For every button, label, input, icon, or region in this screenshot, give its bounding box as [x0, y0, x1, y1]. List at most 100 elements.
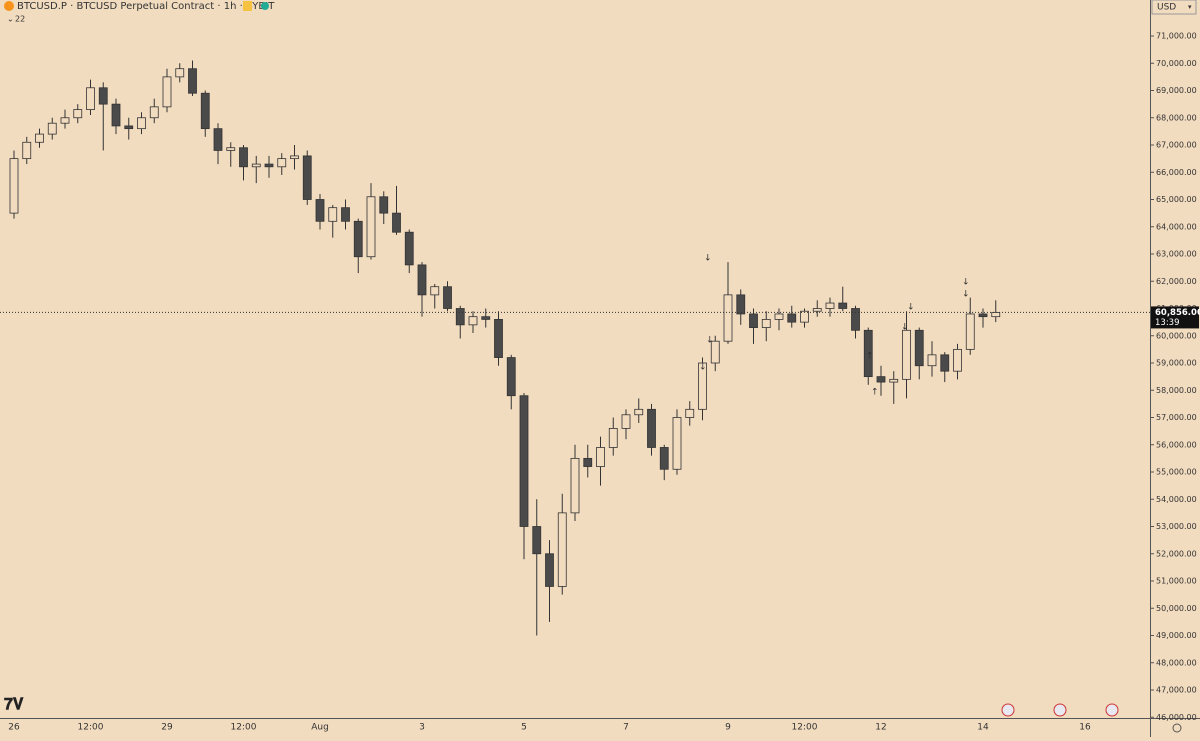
candle-body: [111, 103, 121, 127]
buy-arrow: ↑: [866, 352, 874, 362]
candle-body: [353, 220, 363, 258]
candle-body: [774, 313, 784, 320]
y-tick-label: 46,000.00: [1156, 713, 1197, 722]
y-tick-label: 68,000.00: [1156, 113, 1197, 122]
candle-body: [978, 313, 988, 318]
candle-body: [188, 68, 197, 94]
candle-body: [634, 408, 644, 416]
candle-body: [902, 329, 911, 380]
x-tick-label: 12:00: [78, 723, 104, 733]
candle-body: [800, 310, 809, 323]
last-price-label: 60,856.00: [1155, 308, 1200, 318]
candle-body: [889, 378, 899, 383]
candle-body: [404, 231, 414, 266]
candle-body: [532, 526, 542, 555]
candle-body: [953, 348, 962, 372]
currency-button[interactable]: [1151, 0, 1197, 15]
candle-body: [723, 294, 733, 342]
candle-body: [481, 316, 491, 320]
candle-body: [149, 106, 159, 119]
candle-body: [137, 117, 146, 130]
candle-body: [710, 340, 720, 364]
countdown: 13:39: [1155, 318, 1180, 328]
y-tick-label: 50,000.00: [1156, 604, 1197, 613]
y-tick-label: 48,000.00: [1156, 658, 1197, 667]
y-tick-label: 63,000.00: [1156, 250, 1197, 259]
status-dot: [261, 2, 269, 10]
candle-body: [838, 302, 848, 309]
candle-body: [519, 395, 529, 527]
symbol-icon: [4, 1, 14, 11]
y-tick-label: 47,000.00: [1156, 686, 1197, 695]
event-icon[interactable]: [1053, 703, 1067, 717]
candle-body: [213, 128, 223, 151]
x-tick-label: 12:00: [231, 723, 257, 733]
candle-body: [621, 414, 631, 429]
candle-body: [761, 318, 771, 328]
candle-body: [73, 109, 83, 119]
logo: 𝟕𝐕: [4, 695, 24, 714]
x-tick-label: 12: [875, 723, 886, 733]
signal-arrows: ↓ ↓ ↓ ↑ ↑ ↓ ↓ ↓ ↓: [699, 254, 970, 398]
settings-icon[interactable]: [1172, 723, 1182, 733]
x-tick-label: 12:00: [792, 723, 818, 733]
x-tick-label: 9: [725, 723, 731, 733]
candle-body: [175, 68, 185, 78]
event-icon[interactable]: [1105, 703, 1119, 717]
candle-body: [596, 447, 605, 467]
candle-body: [47, 122, 57, 135]
collapse-icon[interactable]: ⌄: [7, 15, 14, 24]
currency-dropdown[interactable]: ▾: [1188, 3, 1192, 11]
candle-body: [851, 308, 860, 331]
y-tick-label: 69,000.00: [1156, 86, 1197, 95]
y-tick-label: 53,000.00: [1156, 522, 1197, 531]
candle-body: [787, 313, 797, 323]
candle-body: [812, 308, 822, 312]
candle-body: [124, 125, 134, 130]
sell-arrow: ↓: [706, 336, 714, 346]
candle-body: [965, 313, 975, 350]
candle-body: [264, 163, 274, 168]
last-price-box: [1151, 306, 1199, 329]
candle-body: [392, 212, 401, 233]
candle-body: [251, 163, 261, 168]
x-tick-label: 29: [161, 723, 173, 733]
candle-body: [22, 141, 32, 160]
candle-body: [685, 408, 695, 418]
candle-body: [239, 147, 248, 168]
candle-body: [927, 354, 937, 367]
y-tick-label: 70,000.00: [1156, 59, 1197, 68]
candle-body: [991, 312, 1001, 318]
candle-body: [302, 155, 312, 200]
candle-body: [749, 313, 758, 328]
y-tick-label: 71,000.00: [1156, 32, 1197, 41]
x-tick-label: 14: [977, 723, 989, 733]
y-tick-label: 58,000.00: [1156, 386, 1197, 395]
y-tick-label: 56,000.00: [1156, 440, 1197, 449]
candle-body: [647, 408, 656, 448]
candle-body: [430, 286, 440, 296]
sell-arrow: ↓: [907, 303, 915, 313]
candle-body: [468, 316, 478, 326]
candle-body: [583, 457, 593, 467]
candle-body: [417, 264, 427, 296]
y-tick-label: 65,000.00: [1156, 195, 1197, 204]
candle-body: [455, 308, 465, 326]
y-tick-label: 55,000.00: [1156, 468, 1197, 477]
candle-body: [494, 318, 503, 358]
candle-body: [379, 196, 389, 214]
y-tick-label: 59,000.00: [1156, 359, 1197, 368]
x-tick-label: 7: [623, 723, 629, 733]
candle-body: [328, 207, 338, 222]
candle-body: [608, 427, 618, 448]
candle-body: [366, 196, 376, 258]
candle-body: [659, 447, 669, 470]
candle-body: [290, 155, 299, 160]
candle-body: [736, 294, 746, 315]
candle-body: [914, 329, 924, 367]
y-tick-label: 64,000.00: [1156, 222, 1197, 231]
chart-title: BTCUSD.P · BTCUSD Perpetual Contract · 1…: [17, 1, 275, 12]
event-icon[interactable]: [1001, 703, 1015, 717]
candle-body: [35, 133, 44, 143]
candle-body: [315, 199, 325, 222]
